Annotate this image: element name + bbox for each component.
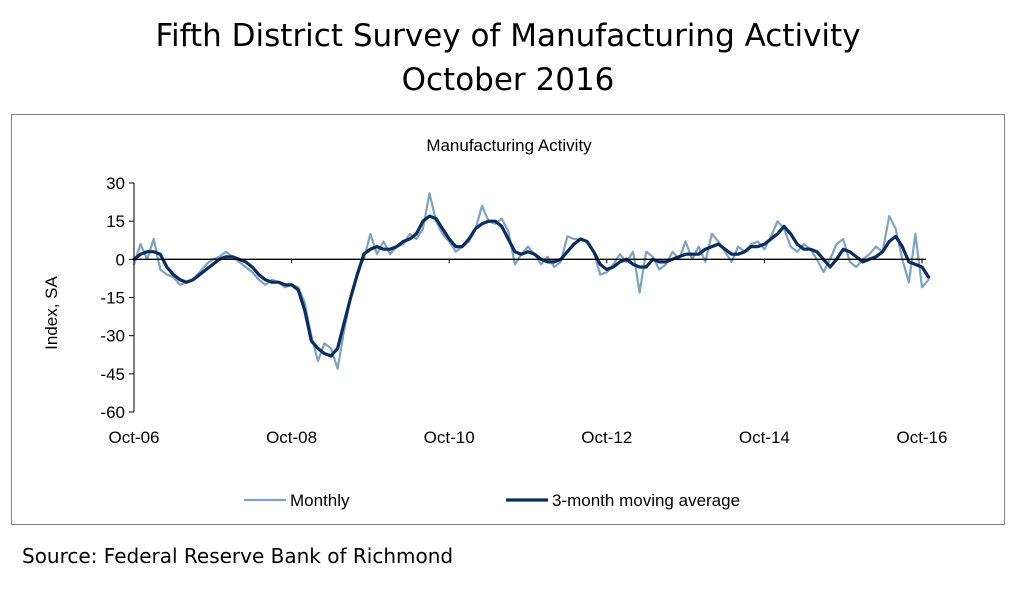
- chart-frame: Manufacturing Activity Index, SA 30 15 0 -1…: [11, 114, 1005, 525]
- chart-title: Manufacturing Activity: [426, 136, 592, 155]
- y-tick-label: -60: [100, 403, 125, 422]
- y-tick-label: -45: [100, 365, 125, 384]
- manufacturing-activity-chart: Manufacturing Activity Index, SA 30 15 0 -1…: [42, 136, 948, 510]
- page-title: Fifth District Survey of Manufacturing A…: [0, 14, 1016, 102]
- y-tick-label: 30: [106, 174, 125, 193]
- x-tick-label: Oct-10: [424, 428, 475, 447]
- legend: Monthly 3-month moving average: [244, 491, 740, 510]
- y-tick-label: 15: [106, 212, 125, 231]
- series-line-monthly: [132, 192, 930, 370]
- x-tick-label: Oct-14: [739, 428, 790, 447]
- title-line-1: Fifth District Survey of Manufacturing A…: [155, 18, 861, 54]
- y-axis-label: Index, SA: [42, 275, 61, 349]
- legend-label-monthly: Monthly: [290, 491, 350, 510]
- y-tick-label: -30: [100, 327, 125, 346]
- x-tick-label: Oct-16: [896, 428, 947, 447]
- legend-label-moving-average: 3-month moving average: [552, 491, 740, 510]
- series-line-moving-average: [132, 214, 931, 358]
- title-line-2: October 2016: [401, 62, 615, 98]
- source-note: Source: Federal Reserve Bank of Richmond: [22, 544, 454, 568]
- x-tick-label: Oct-08: [266, 428, 317, 447]
- y-tick-label: 0: [116, 250, 125, 269]
- y-tick-label: -15: [100, 289, 125, 308]
- x-tick-label: Oct-12: [581, 428, 632, 447]
- x-tick-label: Oct-06: [108, 428, 159, 447]
